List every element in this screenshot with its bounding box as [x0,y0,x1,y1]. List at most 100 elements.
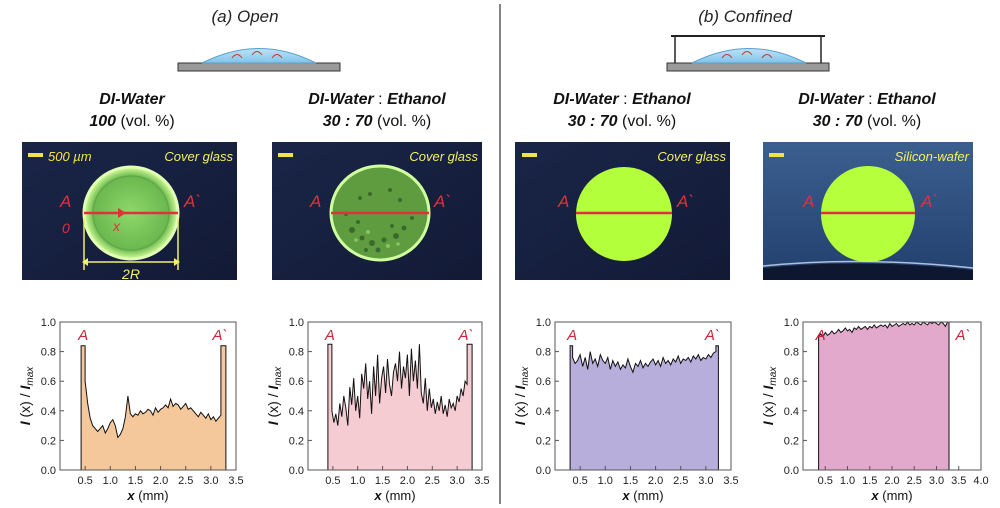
label-a: A [309,192,321,211]
svg-text:100 (vol. %): 100 (vol. %) [89,113,174,130]
svg-text:DI-Water: DI-Water [99,91,165,108]
micrograph-4: Silicon-wafer A A` [762,142,974,280]
scale-label: 500 µm [48,149,92,164]
svg-text:DI-Water : Ethanol: DI-Water : Ethanol [308,91,446,108]
micrograph-1: 500 µm Cover glass A A` 0 x 2R [22,142,237,282]
svg-text:30 : 70 (vol. %): 30 : 70 (vol. %) [323,113,431,130]
edge-label-a: A [324,327,335,344]
x-tick-label: 1.0 [103,475,118,487]
y-tick-label: 0.4 [784,406,799,418]
x-tick-label: 0.5 [818,475,833,487]
svg-text:DI-Water : Ethanol: DI-Water : Ethanol [798,91,936,108]
y-axis-label: I (x) / Imax [760,366,779,426]
x-tick-label: 0.5 [572,475,587,487]
x-tick-label: 1.5 [623,475,638,487]
x-tick-label: 1.0 [840,475,855,487]
y-tick-label: 0.2 [784,435,799,447]
x-axis-label: x (mm) [621,488,663,503]
column-2-heading: DI-Water : Ethanol 30 : 70 (vol. %) [308,91,446,130]
y-tick-label: 0.6 [784,376,799,388]
intensity-area [570,345,719,470]
open-droplet-schematic [177,48,341,72]
substrate-tag: Silicon-wafer [895,149,970,164]
y-tick-label: 0.6 [536,376,551,388]
y-tick-label: 0.4 [41,406,56,418]
panel-a-title: (a) Open [211,7,278,26]
x-tick-label: 1.5 [375,475,390,487]
y-tick-label: 1.0 [289,317,304,329]
edge-label-a-prime: A` [458,327,474,344]
confined-droplet-schematic [666,35,830,72]
y-tick-label: 0.8 [289,347,304,359]
x-tick-label: 2.5 [907,475,922,487]
y-axis-label: I (x) / Imax [265,366,284,426]
y-tick-label: 1.0 [784,317,799,329]
edge-label-a-prime: A` [954,327,970,344]
y-tick-label: 0.2 [536,435,551,447]
y-tick-label: 0.6 [41,376,56,388]
edge-label-a-prime: A` [704,327,720,344]
y-tick-label: 0.8 [536,347,551,359]
x-tick-label: 2.0 [400,475,415,487]
x-tick-label: 0.5 [325,475,340,487]
y-tick-label: 0.4 [289,406,304,418]
intensity-area [81,345,226,470]
label-a-prime: A` [433,192,451,211]
edge-label-a: A [815,327,826,344]
label-2r: 2R [121,266,140,282]
label-a-prime: A` [183,192,201,211]
column-1-heading: DI-Water 100 (vol. %) [89,91,174,130]
svg-text:30 : 70 (vol. %): 30 : 70 (vol. %) [568,113,676,130]
y-tick-label: 0.6 [289,376,304,388]
y-tick-label: 0.4 [536,406,551,418]
profile-chart-4: 0.0 0.2 0.4 0.6 0.8 1.0 0.5 1.0 1.5 2.0 2.5 3.0 3.5 4… [760,317,989,503]
intensity-line [327,343,473,470]
scale-bar [522,153,537,157]
x-tick-label: 4.0 [973,475,988,487]
svg-text:30 : 70 (vol. %): 30 : 70 (vol. %) [813,113,921,130]
x-tick-label: 2.5 [425,475,440,487]
y-tick-label: 1.0 [536,317,551,329]
x-tick-label: 3.5 [474,475,489,487]
edge-label-a: A [77,327,88,344]
edge-label-a: A [566,327,577,344]
profile-chart-2: 0.0 0.2 0.4 0.6 0.8 1.0 0.5 1.0 1.5 2.0 2.5 3.0 3.5 x… [265,317,490,503]
plot-frame [307,321,483,471]
x-tick-label: 2.0 [884,475,899,487]
y-axis-label: I (x) / Imax [17,366,36,426]
intensity-area [818,322,949,470]
label-origin: 0 [62,220,70,236]
svg-text:DI-Water : Ethanol: DI-Water : Ethanol [553,91,691,108]
y-tick-label: 0.2 [41,435,56,447]
x-tick-label: 2.0 [153,475,168,487]
label-x: x [112,218,121,234]
scale-bar [769,153,784,157]
x-tick-label: 2.5 [178,475,193,487]
label-a-prime: A` [676,192,694,211]
micrograph-2: Cover glass A A` [272,142,482,280]
x-tick-label: 3.5 [951,475,966,487]
x-tick-label: 2.5 [673,475,688,487]
x-tick-label: 2.0 [648,475,663,487]
substrate-tag: Cover glass [657,149,726,164]
label-a-prime: A` [920,192,938,211]
x-tick-label: 3.0 [698,475,713,487]
y-tick-label: 0.2 [289,435,304,447]
x-tick-label: 1.5 [862,475,877,487]
edge-label-a-prime: A` [211,327,227,344]
y-tick-label: 0.0 [784,465,799,477]
profile-chart-1: 0.0 0.2 0.4 0.6 0.8 1.0 0.5 1.0 1.5 2.0 2.5 3.0 3.5 x… [17,317,244,503]
intensity-line [80,345,227,470]
intensity-line [569,345,719,470]
label-a: A [59,192,71,211]
y-tick-label: 0.0 [536,465,551,477]
x-tick-label: 1.0 [350,475,365,487]
x-axis-label: x (mm) [870,488,912,503]
plot-frame [554,321,732,471]
y-tick-label: 0.8 [784,347,799,359]
x-tick-label: 3.5 [723,475,738,487]
micrograph-3: Cover glass A A` [515,142,730,280]
x-tick-label: 3.0 [449,475,464,487]
y-tick-label: 1.0 [41,317,56,329]
plot-frame [59,321,237,471]
